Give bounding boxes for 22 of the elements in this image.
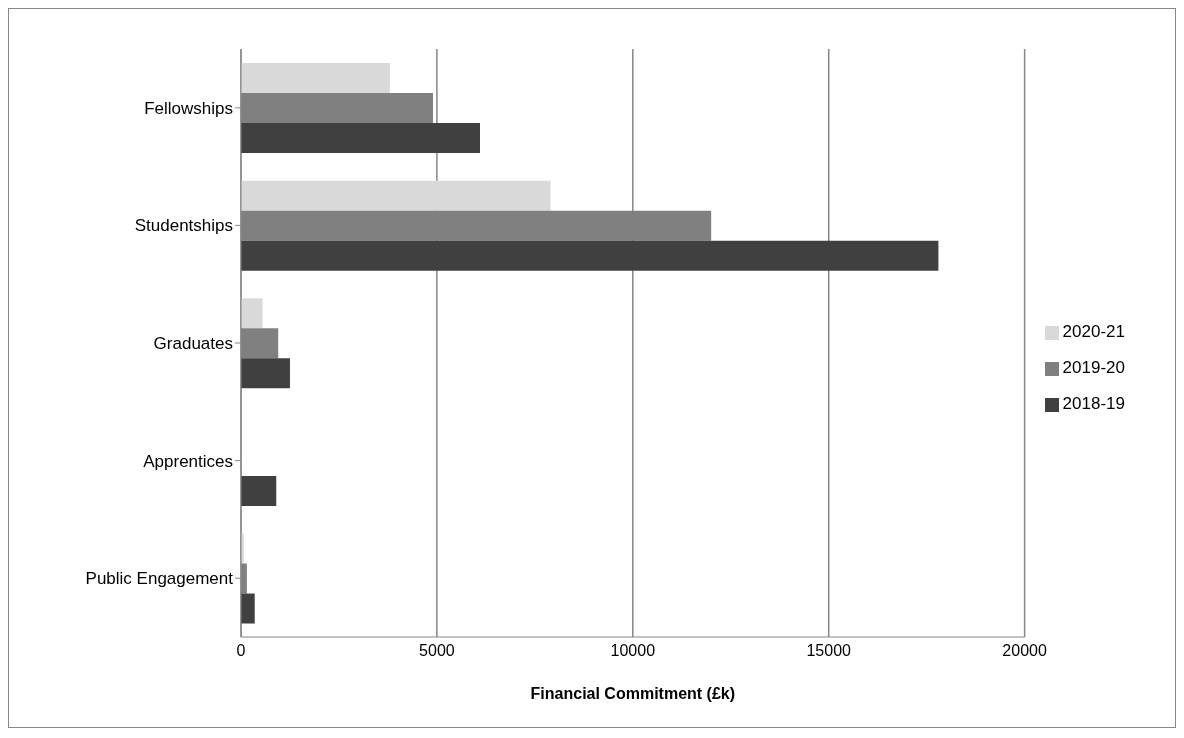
y-tick-label: Apprentices (143, 451, 233, 471)
bar (241, 298, 263, 329)
bar (241, 240, 939, 271)
x-tick-label: 10000 (610, 642, 656, 660)
y-tick-label: Fellowships (144, 98, 233, 118)
legend-label: 2018-19 (1062, 394, 1125, 413)
bar (241, 180, 551, 211)
y-tick-label: Studentships (134, 216, 233, 236)
x-tick-label: 5000 (419, 642, 455, 660)
x-tick-label: 15000 (806, 642, 852, 660)
legend-label: 2020-21 (1062, 322, 1125, 341)
bar (241, 475, 277, 506)
bar (241, 593, 255, 624)
x-tick-label: 0 (236, 642, 246, 660)
bar (241, 123, 480, 154)
bar (241, 63, 390, 94)
bar (241, 358, 290, 389)
legend-label: 2019-20 (1062, 358, 1125, 377)
x-axis-title: Financial Commitment (£k) (530, 685, 736, 702)
x-tick-label: 20000 (1002, 642, 1047, 660)
y-tick-label: Graduates (153, 334, 233, 354)
y-tick-label: Public Engagement (85, 569, 234, 589)
